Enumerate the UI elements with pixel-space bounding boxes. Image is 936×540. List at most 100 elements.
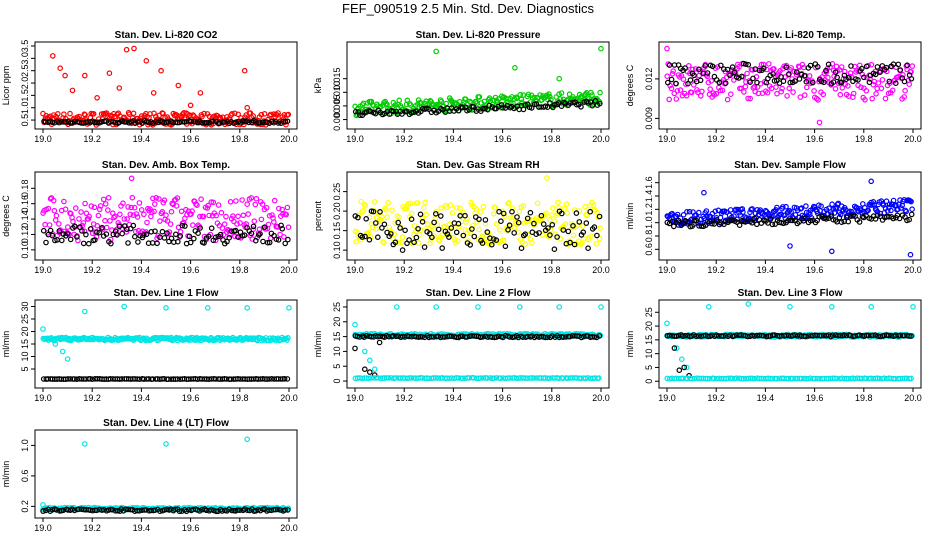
data-point-all <box>668 85 675 92</box>
data-point-subset <box>520 232 527 239</box>
data-point-all <box>407 200 414 207</box>
outlier-point-all <box>512 65 518 71</box>
outlier-point-all <box>705 303 712 310</box>
data-point-all <box>111 214 117 221</box>
data-point-all <box>141 211 147 218</box>
x-tick-label: 19.6 <box>182 393 200 403</box>
data-point-all <box>120 200 126 207</box>
data-point-all <box>492 204 499 211</box>
data-point-low <box>673 375 680 382</box>
data-point-all <box>422 199 429 206</box>
data-point-all <box>415 240 422 246</box>
data-point-low <box>531 375 537 381</box>
outlier-point-all <box>57 65 64 72</box>
x-tick-label: 20.0 <box>592 393 610 403</box>
data-point-subset <box>747 79 753 86</box>
data-point-subset <box>275 120 282 126</box>
data-point-subset <box>556 334 563 341</box>
data-point-all <box>828 211 835 217</box>
x-tick-label: 19.0 <box>658 393 676 403</box>
data-point-all <box>258 216 265 223</box>
data-point-subset <box>814 64 821 70</box>
data-point-subset <box>257 231 263 237</box>
data-point-subset <box>482 217 489 223</box>
y-tick-label: 3.0 <box>20 52 30 65</box>
data-point-all <box>909 206 915 213</box>
data-point-subset <box>908 333 914 339</box>
data-point-subset <box>479 240 486 246</box>
x-tick-label: 20.0 <box>280 393 298 403</box>
data-point-subset <box>860 74 867 81</box>
data-point-subset <box>86 240 92 247</box>
data-point-low <box>740 375 747 382</box>
data-point-all <box>865 207 871 214</box>
data-point-all <box>215 202 222 208</box>
outlier-point-all <box>197 90 204 96</box>
data-point-all <box>46 222 53 228</box>
x-tick-label: 19.6 <box>182 523 200 533</box>
data-point-subset <box>856 219 863 225</box>
data-point-all <box>223 213 229 220</box>
data-point-all <box>901 94 908 100</box>
outlier-point-subset <box>352 345 358 352</box>
data-point-subset <box>771 332 778 338</box>
panel-9: Stan. Dev. Line 3 Flow ml/min 19.0 19.2 19.4… <box>625 288 922 403</box>
data-point-all <box>173 203 180 209</box>
data-point-all <box>774 204 780 211</box>
data-point-all <box>803 203 809 209</box>
data-point-subset <box>372 220 379 226</box>
data-point-all <box>453 205 460 211</box>
data-point-all <box>285 334 291 341</box>
data-point-all <box>799 61 806 68</box>
data-point-subset <box>585 245 591 252</box>
data-point-subset <box>411 239 417 246</box>
y-tick-label: 0.5 <box>20 114 30 127</box>
data-point-all <box>898 205 904 211</box>
data-point-all <box>112 213 118 220</box>
data-point-subset <box>179 222 186 229</box>
data-point-all <box>206 212 212 219</box>
data-point-all <box>858 84 864 91</box>
data-point-all <box>837 91 844 98</box>
data-point-subset <box>278 376 284 382</box>
data-point-all <box>537 92 543 98</box>
data-point-low <box>814 375 821 382</box>
y-tick-label: 10 <box>644 349 654 359</box>
data-point-subset <box>850 213 856 219</box>
data-point-subset <box>191 235 197 242</box>
data-point-all <box>786 85 793 92</box>
data-point-subset <box>756 67 763 74</box>
x-tick-label: 20.0 <box>904 393 922 403</box>
data-point-subset <box>221 119 228 125</box>
y-tick-label: 25 <box>20 314 30 324</box>
y-axis-label: ml/min <box>1 461 11 488</box>
data-point-all <box>666 96 673 103</box>
data-point-subset <box>233 227 239 234</box>
data-point-all <box>244 201 251 208</box>
data-point-subset <box>165 376 172 383</box>
data-point-all <box>132 228 139 235</box>
panel-6: Stan. Dev. Sample Flow ml/min 19.0 19.2 19.4… <box>625 160 922 275</box>
data-point-all <box>280 211 286 217</box>
y-tick-label: 0.015 <box>332 67 342 90</box>
data-point-all <box>229 111 235 117</box>
data-point-all <box>457 205 463 212</box>
data-point-subset <box>261 224 268 231</box>
data-point-all <box>438 98 445 105</box>
data-point-subset <box>554 234 560 240</box>
x-tick-label: 19.8 <box>855 134 873 144</box>
data-point-subset <box>514 214 520 220</box>
x-tick-label: 19.6 <box>806 393 824 403</box>
plot-frame <box>346 41 610 130</box>
data-point-all <box>505 200 511 207</box>
data-point-all <box>285 224 292 231</box>
data-point-subset <box>693 333 700 340</box>
data-point-low <box>841 375 848 382</box>
figure-title: FEF_090519 2.5 Min. Std. Dev. Diagnostic… <box>342 1 594 16</box>
data-point-all <box>873 91 879 97</box>
data-point-subset <box>596 100 603 107</box>
y-tick-label: 5 <box>644 365 654 370</box>
plot-title: Stan. Dev. Li-820 Pressure <box>416 30 541 41</box>
data-point-all <box>870 81 877 88</box>
data-point-subset <box>711 221 718 227</box>
